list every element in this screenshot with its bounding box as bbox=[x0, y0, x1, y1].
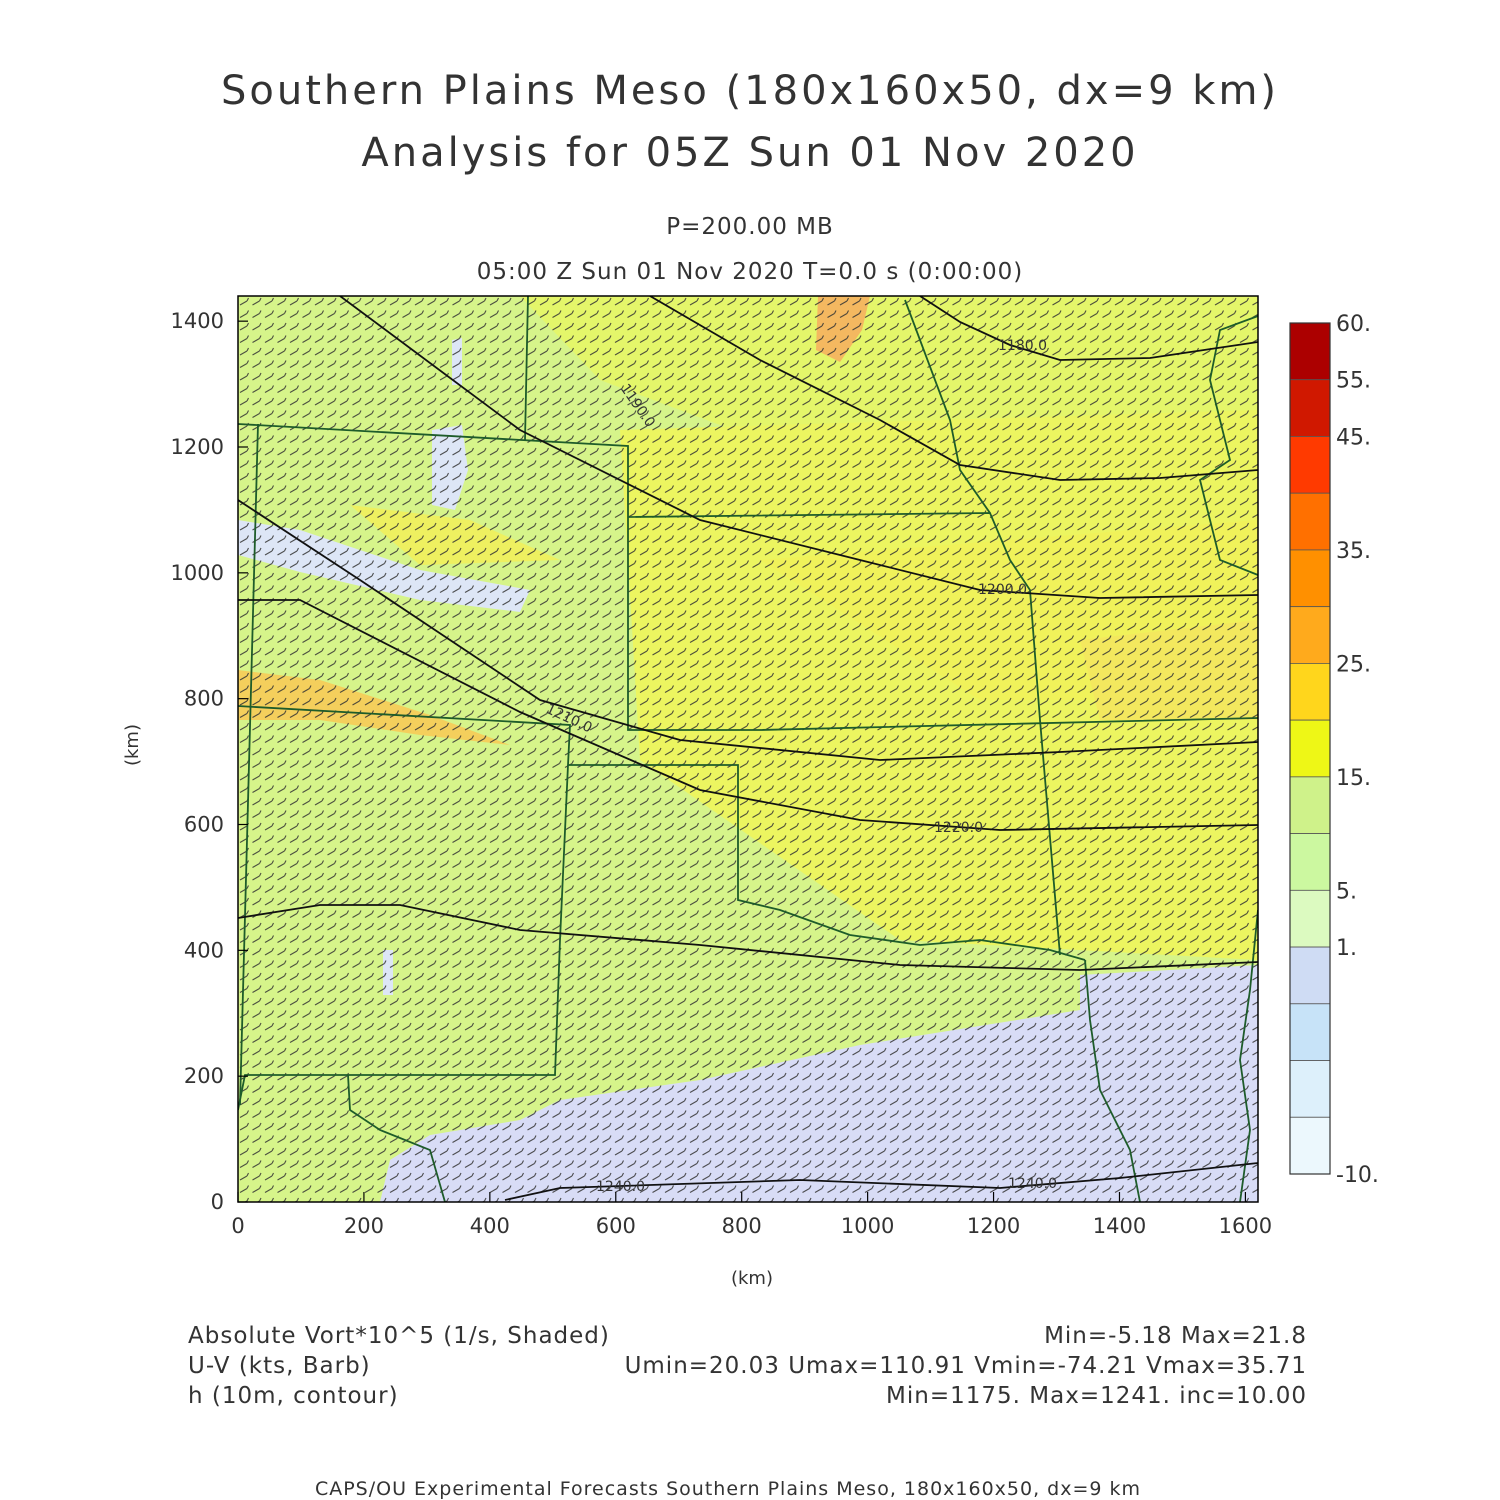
valid-time: 05:00 Z Sun 01 Nov 2020 T=0.0 s (0:00:00… bbox=[476, 259, 1024, 285]
x-tick-label: 1000 bbox=[841, 1214, 894, 1238]
x-tick-label: 200 bbox=[344, 1214, 384, 1238]
colorbar-swatch bbox=[1289, 322, 1331, 381]
vorticity-shading bbox=[238, 296, 1258, 1202]
colorbar-swatch bbox=[1289, 776, 1331, 834]
colorbar-label: 25. bbox=[1336, 652, 1371, 677]
y-tick-label: 1400 bbox=[171, 309, 224, 333]
contour-label: 1220.0 bbox=[934, 820, 983, 836]
y-axis-label: (km) bbox=[122, 724, 143, 766]
x-tick-label: 1600 bbox=[1219, 1214, 1272, 1238]
y-tick-label: 400 bbox=[184, 938, 224, 962]
plot-frame bbox=[237, 295, 1259, 1203]
footer-credit: CAPS/OU Experimental Forecasts Southern … bbox=[314, 1478, 1142, 1500]
x-axis: 0 200 400 600 800 1000 1200 1400 1600 bbox=[231, 1192, 1272, 1238]
contour-label: 1240.0 bbox=[596, 1179, 645, 1195]
colorbar-swatch bbox=[1289, 1060, 1331, 1118]
colorbar-label: 5. bbox=[1336, 879, 1357, 904]
contour-label: 1180.0 bbox=[998, 338, 1047, 354]
colorbar-swatch bbox=[1289, 549, 1331, 608]
colorbar-swatch bbox=[1289, 663, 1331, 721]
y-tick-label: 800 bbox=[184, 687, 224, 711]
footer-wind-range: Umin=20.03 Umax=110.91 Vmin=-74.21 Vmax=… bbox=[624, 1353, 1307, 1379]
colorbar-swatch bbox=[1289, 436, 1331, 494]
x-tick-label: 600 bbox=[596, 1214, 636, 1238]
y-tick-label: 0 bbox=[211, 1190, 224, 1214]
colorbar-label: 60. bbox=[1336, 312, 1371, 337]
contour-label: 1240.0 bbox=[1008, 1176, 1057, 1192]
colorbar-label: -10. bbox=[1336, 1163, 1379, 1188]
colorbar-label: 15. bbox=[1336, 766, 1371, 791]
colorbar-swatch bbox=[1289, 379, 1331, 437]
x-axis-label: (km) bbox=[731, 1268, 773, 1289]
pressure-level: P=200.00 MB bbox=[666, 214, 834, 240]
x-tick-label: 1400 bbox=[1093, 1214, 1146, 1238]
y-tick-label: 200 bbox=[184, 1064, 224, 1088]
title-line-2: Analysis for 05Z Sun 01 Nov 2020 bbox=[361, 130, 1139, 176]
y-axis: 0 200 400 600 800 1000 1200 1400 bbox=[171, 309, 248, 1214]
contour-label: 1200.0 bbox=[978, 582, 1027, 598]
colorbar-label: 45. bbox=[1336, 425, 1371, 450]
height-contours bbox=[238, 296, 1258, 1201]
colorbar-swatch bbox=[1289, 1003, 1331, 1061]
x-tick-label: 0 bbox=[231, 1214, 244, 1238]
y-tick-label: 1000 bbox=[171, 561, 224, 585]
colorbar-swatch bbox=[1289, 606, 1331, 664]
contour-labels: 1180.0 1190.0 1200.0 1210.0 1220.0 1240.… bbox=[543, 338, 1057, 1195]
x-tick-label: 1200 bbox=[967, 1214, 1020, 1238]
colorbar-swatch bbox=[1289, 719, 1331, 778]
footer-wind-label: U-V (kts, Barb) bbox=[188, 1353, 371, 1379]
title-line-1: Southern Plains Meso (180x160x50, dx=9 k… bbox=[220, 68, 1280, 114]
colorbar-swatch bbox=[1289, 946, 1331, 1005]
footer-height-label: h (10m, contour) bbox=[188, 1383, 399, 1409]
colorbar-label: 35. bbox=[1336, 539, 1371, 564]
footer-vorticity-range: Min=-5.18 Max=21.8 bbox=[1044, 1323, 1307, 1349]
x-tick-label: 800 bbox=[722, 1214, 762, 1238]
colorbar-swatch bbox=[1289, 889, 1331, 948]
colorbar: 60. 55. 45. 35. 25. 15. 5. 1. -10. bbox=[1289, 312, 1379, 1188]
colorbar-swatch bbox=[1289, 833, 1331, 891]
colorbar-label: 55. bbox=[1336, 369, 1371, 394]
state-boundaries bbox=[238, 296, 1258, 1202]
y-tick-label: 600 bbox=[184, 813, 224, 837]
colorbar-swatch bbox=[1289, 492, 1331, 551]
footer-vorticity-label: Absolute Vort*10^5 (1/s, Shaded) bbox=[188, 1323, 610, 1349]
colorbar-label: 1. bbox=[1336, 936, 1357, 961]
colorbar-swatch bbox=[1289, 1116, 1331, 1175]
footer-height-range: Min=1175. Max=1241. inc=10.00 bbox=[886, 1383, 1307, 1409]
colorbar-frame bbox=[1289, 322, 1331, 1175]
y-tick-label: 1200 bbox=[171, 435, 224, 459]
x-tick-label: 400 bbox=[470, 1214, 510, 1238]
